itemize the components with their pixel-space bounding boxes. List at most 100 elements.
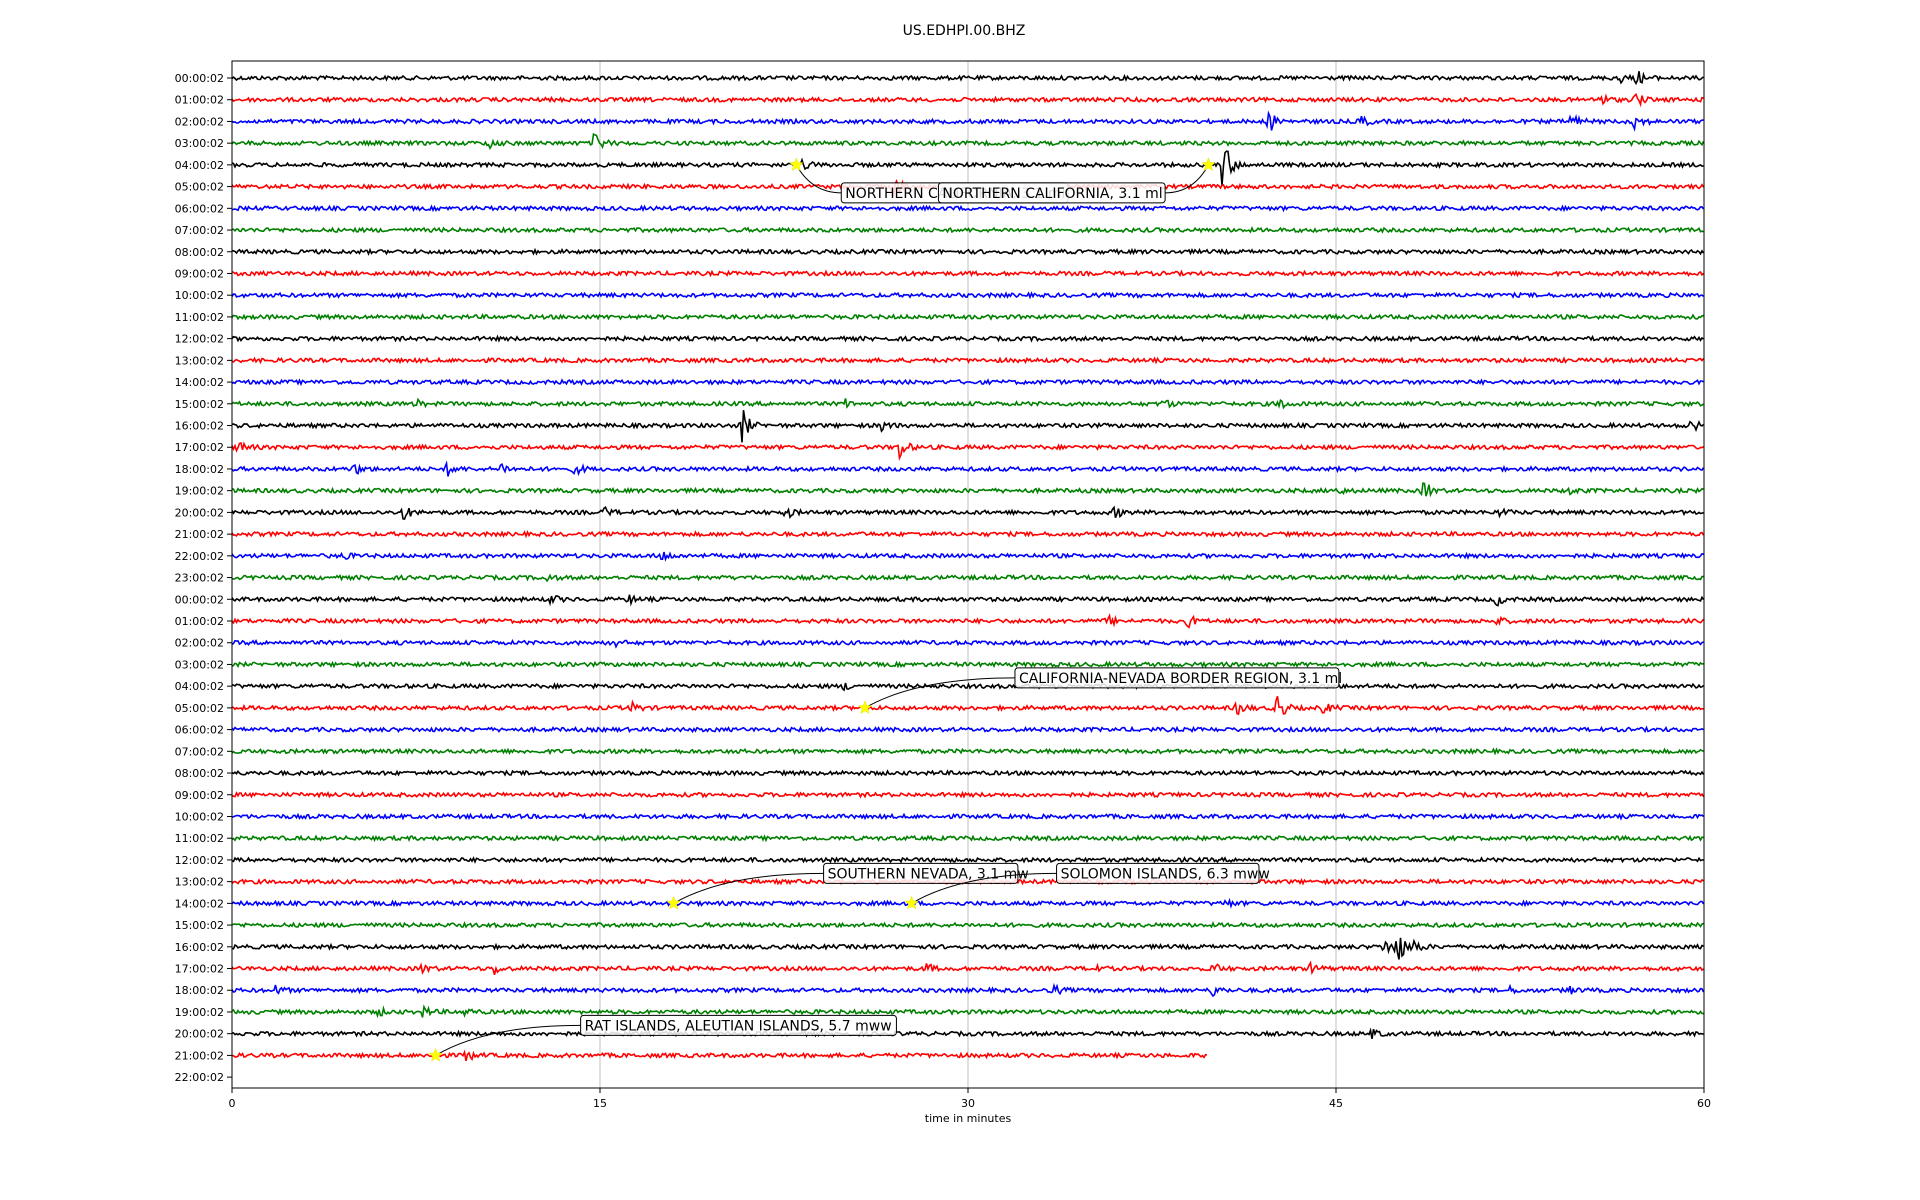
trace-row-32 bbox=[231, 769, 1705, 777]
trace-row-21 bbox=[231, 530, 1705, 539]
trace-row-18 bbox=[231, 460, 1705, 477]
trace-row-17 bbox=[231, 441, 1704, 462]
annotation-box bbox=[1056, 862, 1260, 884]
y-tick-label: 22:00:02 bbox=[175, 550, 224, 563]
trace-row-30 bbox=[231, 725, 1704, 734]
annotation-connector bbox=[864, 677, 1015, 709]
y-tick-label: 14:00:02 bbox=[175, 897, 224, 910]
chart-title: US.EDHPI.00.BHZ bbox=[903, 23, 1026, 39]
trace-row-6 bbox=[231, 204, 1705, 213]
trace-row-34 bbox=[231, 812, 1705, 821]
trace-row-3 bbox=[231, 132, 1705, 150]
event-star-marker bbox=[666, 895, 681, 910]
y-tick-label: 11:00:02 bbox=[175, 311, 224, 324]
y-tick-label: 18:00:02 bbox=[175, 463, 224, 476]
trace-row-27 bbox=[231, 660, 1704, 669]
trace-row-19 bbox=[231, 482, 1704, 498]
annotation-label: RAT ISLANDS, ALEUTIAN ISLANDS, 5.7 mww bbox=[585, 1018, 892, 1034]
annotation-box bbox=[823, 862, 1019, 884]
trace-row-28 bbox=[231, 682, 1705, 692]
trace-row-40 bbox=[231, 937, 1704, 960]
trace-row-25 bbox=[231, 613, 1705, 629]
trace-row-45 bbox=[231, 1049, 1208, 1062]
y-tick-label: 17:00:02 bbox=[175, 963, 224, 976]
annotation-layer: NORTHERN CALIFORNIA, 3.1 mlNORTHERN CALI… bbox=[428, 157, 1342, 1062]
trace-row-13 bbox=[231, 356, 1705, 365]
y-tick-label: 09:00:02 bbox=[175, 789, 224, 802]
y-tick-label: 11:00:02 bbox=[175, 832, 224, 845]
y-tick-label: 12:00:02 bbox=[175, 854, 224, 867]
x-tick-label: 30 bbox=[961, 1097, 975, 1110]
trace-row-42 bbox=[231, 982, 1705, 998]
trace-row-29 bbox=[231, 695, 1704, 716]
trace-row-12 bbox=[231, 334, 1704, 343]
y-tick-label: 00:00:02 bbox=[175, 593, 224, 606]
y-tick-label: 15:00:02 bbox=[175, 398, 224, 411]
trace-row-35 bbox=[231, 834, 1704, 843]
event-star-marker bbox=[904, 895, 919, 910]
y-tick-label: 04:00:02 bbox=[175, 680, 224, 693]
y-tick-label: 19:00:02 bbox=[175, 1006, 224, 1019]
annotation-label: SOLOMON ISLANDS, 6.3 mww bbox=[1061, 866, 1270, 882]
trace-row-39 bbox=[231, 921, 1704, 929]
trace-row-2 bbox=[231, 110, 1704, 132]
trace-layer bbox=[231, 71, 1705, 1062]
y-tick-label: 04:00:02 bbox=[175, 159, 224, 172]
y-tick-label: 19:00:02 bbox=[175, 485, 224, 498]
y-tick-label: 12:00:02 bbox=[175, 333, 224, 346]
x-tick-label: 0 bbox=[229, 1097, 236, 1110]
event-star-marker bbox=[428, 1047, 443, 1062]
trace-row-38 bbox=[231, 897, 1705, 909]
trace-row-31 bbox=[231, 747, 1704, 756]
x-tick-labels: 0 15 30 45 60 bbox=[229, 1088, 1711, 1110]
trace-row-26 bbox=[231, 638, 1704, 649]
trace-row-41 bbox=[231, 960, 1705, 976]
x-axis-label: time in minutes bbox=[925, 1112, 1012, 1125]
y-tick-label: 02:00:02 bbox=[175, 637, 224, 650]
y-tick-label: 10:00:02 bbox=[175, 289, 224, 302]
x-tick-label: 60 bbox=[1697, 1097, 1711, 1110]
annotation-connector bbox=[911, 872, 1057, 904]
y-tick-label: 05:00:02 bbox=[175, 181, 224, 194]
y-tick-label: 23:00:02 bbox=[175, 572, 224, 585]
y-tick-label: 16:00:02 bbox=[175, 420, 224, 433]
y-tick-label: 20:00:02 bbox=[175, 506, 224, 519]
trace-row-14 bbox=[231, 378, 1704, 387]
trace-row-16 bbox=[231, 409, 1705, 443]
trace-row-23 bbox=[231, 573, 1704, 583]
annotation-connector bbox=[673, 872, 824, 904]
trace-row-8 bbox=[231, 247, 1705, 256]
plot-frame bbox=[231, 60, 1705, 1089]
annotation-box bbox=[937, 182, 1166, 204]
y-tick-label: 01:00:02 bbox=[175, 94, 224, 107]
annotation-connector bbox=[795, 164, 842, 194]
annotation-label: CALIFORNIA-NEVADA BORDER REGION, 3.1 ml bbox=[1019, 671, 1342, 687]
y-tick-label: 16:00:02 bbox=[175, 941, 224, 954]
event-star-marker bbox=[788, 157, 804, 172]
x-tick-label: 15 bbox=[593, 1097, 607, 1110]
annotation-box bbox=[1014, 667, 1340, 689]
y-tick-label: 07:00:02 bbox=[175, 745, 224, 758]
trace-row-20 bbox=[231, 505, 1704, 521]
annotation-connector bbox=[1165, 164, 1209, 194]
x-tick-label: 45 bbox=[1329, 1097, 1343, 1110]
y-tick-label: 07:00:02 bbox=[175, 224, 224, 237]
trace-row-44 bbox=[231, 1027, 1704, 1040]
y-tick-label: 02:00:02 bbox=[175, 115, 224, 128]
trace-row-36 bbox=[231, 856, 1704, 864]
y-tick-label: 13:00:02 bbox=[175, 354, 224, 367]
y-tick-label: 21:00:02 bbox=[175, 528, 224, 541]
trace-row-22 bbox=[231, 551, 1704, 562]
event-star-marker bbox=[857, 700, 873, 715]
y-tick-label: 22:00:02 bbox=[175, 1071, 224, 1084]
y-tick-label: 18:00:02 bbox=[175, 984, 224, 997]
y-tick-label: 06:00:02 bbox=[175, 724, 224, 737]
trace-row-43 bbox=[231, 1004, 1704, 1019]
annotation-label: NORTHERN CALIFORNIA, 3.1 ml bbox=[942, 186, 1162, 202]
y-tick-label: 14:00:02 bbox=[175, 376, 224, 389]
y-tick-label: 21:00:02 bbox=[175, 1049, 224, 1062]
y-tick-label: 08:00:02 bbox=[175, 767, 224, 780]
trace-row-15 bbox=[231, 397, 1704, 410]
